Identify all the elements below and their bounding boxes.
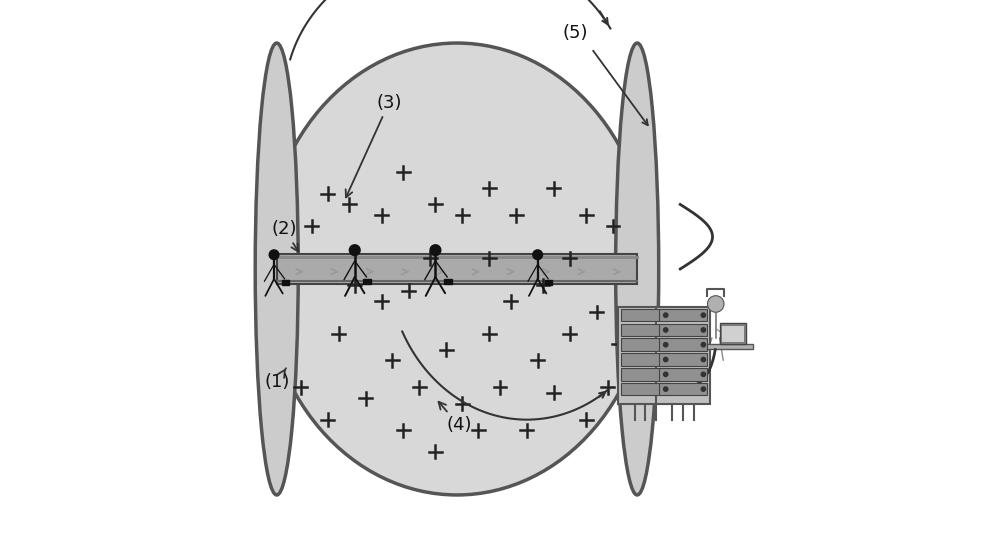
Circle shape — [701, 328, 706, 332]
FancyBboxPatch shape — [618, 307, 672, 404]
FancyBboxPatch shape — [697, 343, 753, 349]
Circle shape — [701, 343, 706, 347]
Bar — [545, 280, 552, 285]
Circle shape — [664, 343, 668, 347]
FancyBboxPatch shape — [621, 338, 669, 351]
Circle shape — [664, 313, 668, 317]
FancyBboxPatch shape — [621, 383, 669, 395]
Circle shape — [701, 357, 706, 362]
Text: (5): (5) — [563, 24, 588, 41]
Ellipse shape — [255, 43, 298, 495]
FancyBboxPatch shape — [659, 353, 707, 366]
Circle shape — [664, 387, 668, 391]
Text: (1): (1) — [264, 368, 290, 391]
FancyBboxPatch shape — [277, 254, 637, 284]
FancyBboxPatch shape — [720, 323, 746, 343]
Text: (3): (3) — [346, 94, 402, 197]
FancyBboxPatch shape — [621, 353, 669, 366]
FancyBboxPatch shape — [659, 383, 707, 395]
FancyBboxPatch shape — [721, 324, 744, 342]
Bar — [282, 280, 289, 285]
Circle shape — [701, 372, 706, 377]
Circle shape — [664, 372, 668, 377]
Circle shape — [533, 250, 543, 260]
Circle shape — [701, 313, 706, 317]
FancyBboxPatch shape — [621, 368, 669, 381]
Circle shape — [269, 250, 279, 260]
Circle shape — [664, 357, 668, 362]
Circle shape — [664, 328, 668, 332]
Circle shape — [701, 387, 706, 391]
FancyBboxPatch shape — [659, 324, 707, 336]
FancyBboxPatch shape — [621, 309, 669, 322]
Text: (4): (4) — [439, 402, 472, 434]
FancyBboxPatch shape — [659, 309, 707, 322]
Circle shape — [430, 245, 441, 256]
Bar — [363, 279, 371, 284]
FancyBboxPatch shape — [621, 324, 669, 336]
FancyBboxPatch shape — [656, 307, 710, 404]
Circle shape — [707, 296, 724, 312]
FancyBboxPatch shape — [659, 368, 707, 381]
Ellipse shape — [616, 43, 659, 495]
Ellipse shape — [263, 43, 651, 495]
Text: (2): (2) — [271, 220, 298, 251]
FancyBboxPatch shape — [659, 338, 707, 351]
Bar — [444, 279, 452, 284]
Circle shape — [349, 245, 360, 256]
